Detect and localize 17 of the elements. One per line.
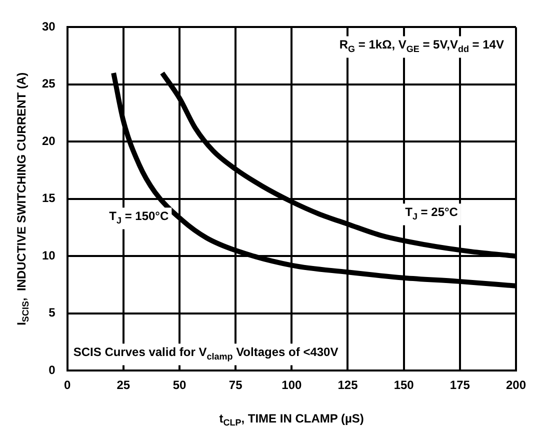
y-tick-label: 25	[42, 76, 56, 91]
y-tick-label: 10	[42, 248, 56, 262]
x-tick-label: 150	[394, 378, 414, 392]
x-tick-label: 125	[338, 378, 358, 392]
y-tick-label: 0	[48, 362, 56, 377]
x-tick-label: 100	[282, 378, 302, 392]
y-tick-label: 20	[42, 134, 56, 148]
y-tick-label: 30	[42, 20, 56, 34]
x-tick-label: 50	[172, 378, 186, 392]
x-tick-label: 175	[450, 378, 470, 392]
y-tick-label: 5	[48, 306, 56, 320]
x-tick-label: 0	[64, 378, 72, 392]
y-tick-label: 15	[42, 191, 56, 206]
y-axis-title: ISCIS, INDUCTIVE SWITCHING CURRENT (A)	[14, 72, 31, 326]
x-tick-label: 75	[228, 378, 243, 392]
x-tick-label: 25	[116, 378, 130, 392]
x-tick-label: 200	[506, 378, 526, 392]
